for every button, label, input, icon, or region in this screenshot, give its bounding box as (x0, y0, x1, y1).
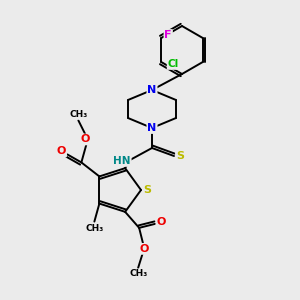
Text: O: O (140, 244, 149, 254)
Text: N: N (147, 123, 157, 133)
Text: F: F (164, 30, 172, 40)
Text: S: S (176, 151, 184, 161)
Text: Cl: Cl (168, 59, 179, 69)
Text: O: O (156, 217, 166, 227)
Text: S: S (143, 185, 151, 195)
Text: CH₃: CH₃ (85, 224, 103, 233)
Text: HN: HN (113, 156, 131, 166)
Text: CH₃: CH₃ (129, 269, 147, 278)
Text: CH₃: CH₃ (69, 110, 88, 119)
Text: O: O (57, 146, 66, 156)
Text: N: N (147, 85, 157, 95)
Text: O: O (81, 134, 90, 144)
